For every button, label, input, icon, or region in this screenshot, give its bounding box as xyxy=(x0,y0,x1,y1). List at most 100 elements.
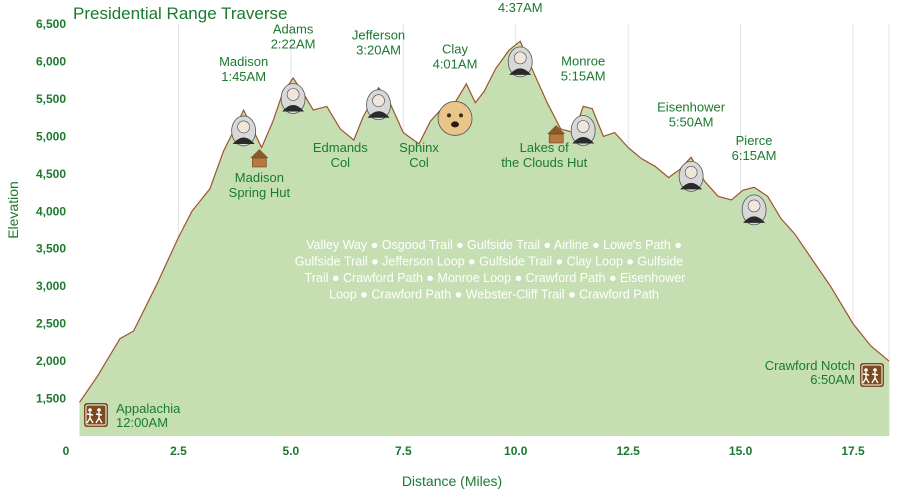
trail-name: Monroe Loop xyxy=(437,271,511,285)
dog-eye-icon xyxy=(447,113,452,118)
portrait-face-icon xyxy=(372,94,385,108)
trail-name: Trail xyxy=(305,271,329,285)
trail-name: Gulfside Trail xyxy=(479,255,552,269)
cabin-roof-icon xyxy=(547,125,566,134)
end-hiker-sign xyxy=(860,363,884,387)
trail-name: Loop xyxy=(329,288,357,302)
elevation-area xyxy=(79,41,889,436)
portrait-face-icon xyxy=(513,51,527,65)
y-tick-label: 1,500 xyxy=(36,392,66,406)
portrait-coat-icon xyxy=(282,105,305,112)
trail-bullet: ● xyxy=(368,255,383,269)
end-time: 6:50AM xyxy=(810,372,855,387)
peak-name: Monroe xyxy=(561,53,605,68)
y-tick-label: 4,500 xyxy=(36,167,66,181)
chart-title: Presidential Range Traverse xyxy=(73,4,288,23)
hiker-sign-icon xyxy=(860,363,884,387)
trail-bullet: ● xyxy=(565,288,580,302)
trail-bullet: ● xyxy=(357,288,372,302)
portrait-coat-icon xyxy=(680,182,703,190)
x-tick-label: 15.0 xyxy=(729,444,753,458)
x-tick-label: 7.5 xyxy=(395,444,412,458)
y-tick-labels: 1,500 2,000 2,500 3,000 3,500 4,000 4,500 5,000… xyxy=(36,17,66,406)
cabin-icon xyxy=(252,157,267,168)
trail-bullet: ● xyxy=(623,255,638,269)
hiker-head-icon xyxy=(864,368,868,372)
trail-bullet: ● xyxy=(465,255,480,269)
trail-bullet: ● xyxy=(511,271,526,285)
hiker-head-icon xyxy=(97,408,101,412)
trail-name: Webster-Cliff Trail xyxy=(466,288,565,302)
trail-line: Trail ● Crawford Path ● Monroe Loop ● Cr… xyxy=(305,271,686,285)
portrait-face-icon xyxy=(684,166,698,179)
y-tick-label: 4,000 xyxy=(36,204,66,218)
trail-bullet: ● xyxy=(451,288,466,302)
x-tick-label: 17.5 xyxy=(841,444,865,458)
hut-name-line2: the Clouds Hut xyxy=(501,155,587,170)
y-tick-label: 3,500 xyxy=(36,242,66,256)
portrait-coat-icon xyxy=(232,137,255,144)
portrait-face-icon xyxy=(747,199,761,213)
dog-eye-icon xyxy=(459,113,464,118)
col-name-line2: Col xyxy=(409,155,429,170)
peak-time: 5:15AM xyxy=(561,68,606,83)
trail-bullet: ● xyxy=(540,238,554,252)
y-tick-label: 3,000 xyxy=(36,279,66,293)
peak-time: 5:50AM xyxy=(669,114,714,129)
hut-name-line1: Madison xyxy=(235,170,284,185)
col-name-line1: Sphinx xyxy=(399,140,439,155)
y-tick-label: 5,000 xyxy=(36,129,66,143)
portrait-coat-icon xyxy=(367,111,390,118)
trail-line: Loop ● Crawford Path ● Webster-Cliff Tra… xyxy=(329,288,659,302)
trail-name: Crawford Path xyxy=(371,288,451,302)
hiker-figure-icon xyxy=(862,372,870,384)
y-tick-label: 5,500 xyxy=(36,92,66,106)
trail-bullet: ● xyxy=(329,271,344,285)
trail-name: Gulfside xyxy=(637,255,683,269)
elevation-line xyxy=(79,40,890,403)
trail-name: Crawford Path xyxy=(343,271,423,285)
hiker-figure-icon xyxy=(86,412,94,424)
peak-time: 4:37AM xyxy=(498,0,543,15)
hiker-head-icon xyxy=(873,368,877,372)
hiker-figure-icon xyxy=(95,412,103,424)
trail-bullet: ● xyxy=(606,271,621,285)
trail-bullet: ● xyxy=(453,238,468,252)
x-axis-title: Distance (Miles) xyxy=(402,473,502,489)
hiker-sign-border xyxy=(85,404,107,426)
trail-name: Airline xyxy=(554,238,589,252)
portrait-face-icon xyxy=(576,120,590,133)
hut-name-line1: Lakes of xyxy=(520,140,570,155)
trail-name: Gulfside Trail xyxy=(295,255,368,269)
start-name: Appalachia xyxy=(116,401,181,416)
peak-name: Clay xyxy=(442,41,469,56)
peak-name: Jefferson xyxy=(352,28,405,43)
portrait-coat-icon xyxy=(509,68,532,75)
trail-name: Eisenhower xyxy=(620,271,685,285)
peak-name: Adams xyxy=(273,22,314,37)
hiker-sign-border xyxy=(861,364,883,386)
dog-portrait-icon xyxy=(437,101,473,136)
portrait-coat-icon xyxy=(743,216,766,223)
portrait-face-icon xyxy=(237,120,250,134)
portrait-coat-icon xyxy=(572,136,595,144)
hut-name-line2: Spring Hut xyxy=(229,185,291,200)
trail-bullet: ● xyxy=(423,271,438,285)
hiker-figure-icon xyxy=(871,372,879,384)
peak-time: 2:22AM xyxy=(271,37,316,52)
x-tick-label: 2.5 xyxy=(170,444,187,458)
col-name-line2: Col xyxy=(331,155,351,170)
trail-name: Valley Way xyxy=(306,238,368,252)
trail-list: Valley Way ● Osgood Trail ● Gulfside Tra… xyxy=(295,238,686,302)
trail-name: Gulfside Trail xyxy=(467,238,540,252)
